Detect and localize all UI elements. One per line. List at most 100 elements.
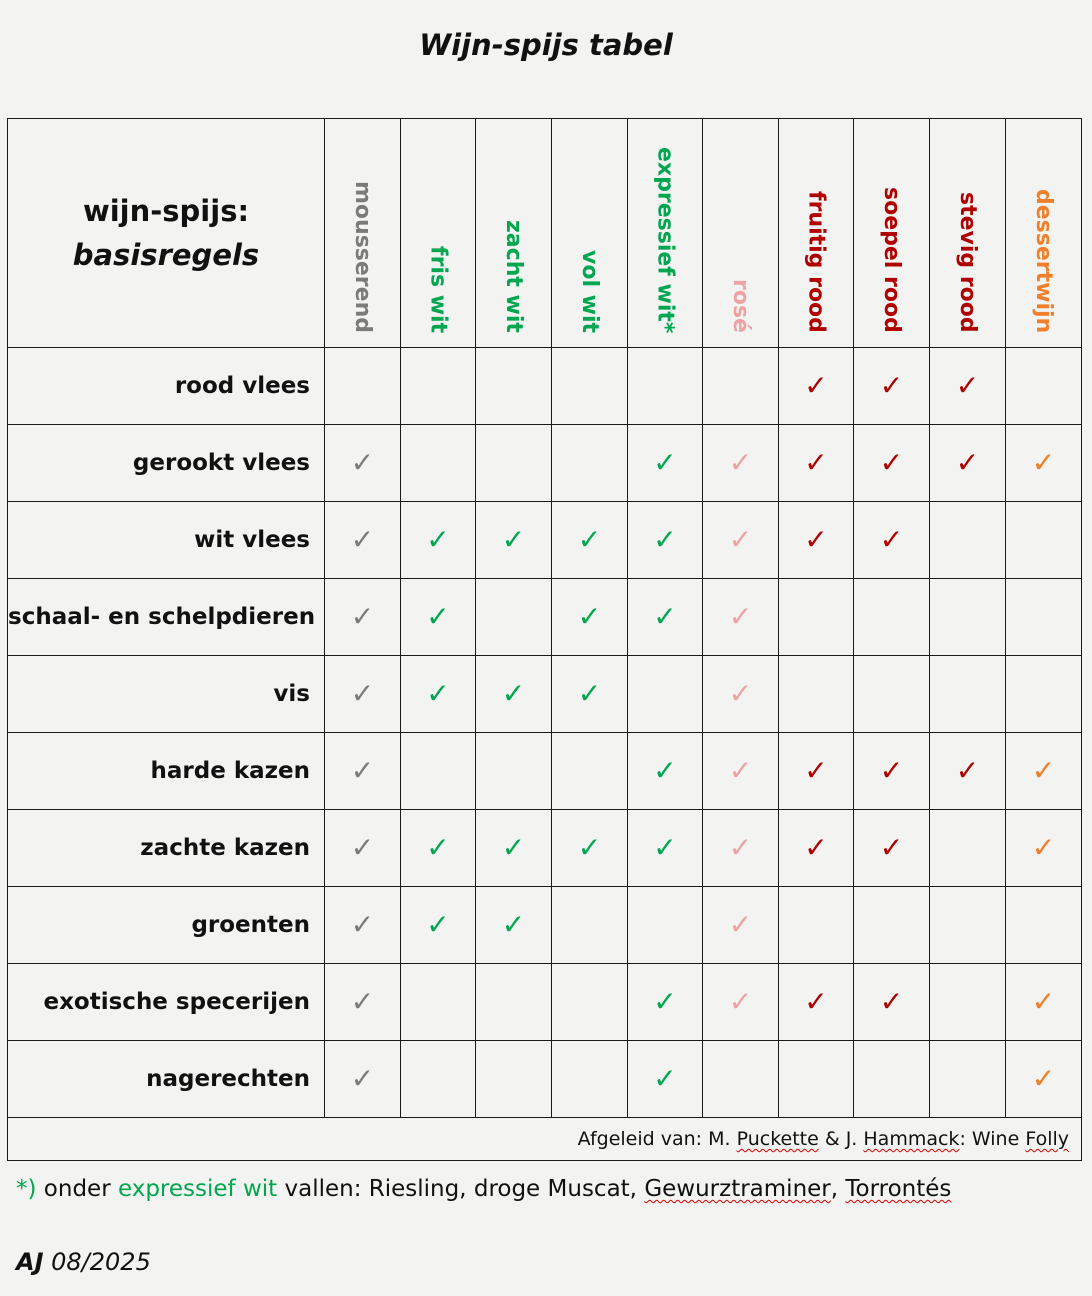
table-cell: ✓ [627, 1040, 703, 1118]
checkmark-icon: ✓ [653, 446, 677, 479]
table-cell: ✓ [853, 809, 930, 887]
table-cell: ✓ [702, 424, 779, 502]
table-cell: ✓ [324, 424, 401, 502]
table-cell [400, 347, 476, 425]
table-cell: ✓ [1005, 732, 1082, 810]
checkmark-icon: ✓ [955, 754, 980, 787]
table-cell: ✓ [324, 1040, 401, 1118]
checkmark-icon: ✓ [350, 600, 375, 633]
checkmark-icon: ✓ [879, 369, 904, 402]
table-cell: ✓ [702, 809, 779, 887]
checkmark-icon: ✓ [577, 523, 602, 556]
table-cell [551, 347, 628, 425]
row-label: harde kazen [7, 732, 325, 810]
table-cell: ✓ [324, 809, 401, 887]
row-label: wit vlees [7, 501, 325, 579]
table-cell: ✓ [929, 347, 1006, 425]
table-row: zachte kazen ✓ ✓ ✓ ✓ ✓ ✓ ✓ ✓ ✓ [7, 809, 1082, 887]
table-cell [475, 732, 552, 810]
checkmark-icon: ✓ [1031, 446, 1056, 479]
checkmark-icon: ✓ [350, 1062, 375, 1095]
table-cell [778, 1040, 854, 1118]
table-row: nagerechten ✓ ✓ ✓ [7, 1040, 1082, 1118]
table-cell: ✓ [853, 501, 930, 579]
wine-food-table: wijn-spijs: basisregels mousserend fris w… [7, 118, 1082, 1161]
checkmark-icon: ✓ [955, 446, 980, 479]
table-cell [1005, 501, 1082, 579]
row-label: zachte kazen [7, 809, 325, 887]
column-header-label: mousserend [350, 181, 375, 333]
table-cell [929, 655, 1006, 733]
source-author1: Puckette [736, 1128, 819, 1150]
corner-subtitle: basisregels [72, 238, 260, 272]
table-cell: ✓ [400, 886, 476, 964]
table-cell: ✓ [853, 347, 930, 425]
footnote-grape1: Gewurztraminer [644, 1176, 831, 1202]
checkmark-icon: ✓ [653, 600, 677, 633]
checkmark-icon: ✓ [350, 831, 375, 864]
table-cell: ✓ [1005, 963, 1082, 1041]
checkmark-icon: ✓ [426, 677, 450, 710]
column-header: expressief wit* [627, 118, 703, 348]
footnote-grape2: Torrontés [845, 1176, 952, 1202]
table-row: gerookt vlees ✓ ✓ ✓ ✓ ✓ ✓ ✓ [7, 424, 1082, 502]
checkmark-icon: ✓ [577, 677, 602, 710]
table-cell [400, 732, 476, 810]
corner-title: wijn-spijs: [82, 194, 250, 228]
table-cell [702, 1040, 779, 1118]
checkmark-icon: ✓ [804, 446, 828, 479]
table-cell [929, 501, 1006, 579]
checkmark-icon: ✓ [577, 831, 602, 864]
source-row: Afgeleid van: M. Puckette & J. Hammack: … [7, 1117, 1082, 1161]
table-cell [475, 1040, 552, 1118]
table-cell [324, 347, 401, 425]
row-label: gerookt vlees [7, 424, 325, 502]
table-cell [778, 655, 854, 733]
table-cell [475, 578, 552, 656]
table-cell [551, 424, 628, 502]
table-cell: ✓ [778, 732, 854, 810]
column-header-label: zacht wit [501, 220, 526, 333]
checkmark-icon: ✓ [426, 523, 450, 556]
table-cell [627, 655, 703, 733]
checkmark-icon: ✓ [350, 677, 375, 710]
table-cell [1005, 578, 1082, 656]
checkmark-icon: ✓ [804, 523, 828, 556]
checkmark-icon: ✓ [426, 831, 450, 864]
checkmark-icon: ✓ [653, 1062, 677, 1095]
table-cell [702, 347, 779, 425]
column-header-label: stevig rood [955, 192, 980, 333]
checkmark-icon: ✓ [728, 831, 753, 864]
table-cell: ✓ [627, 732, 703, 810]
table-cell: ✓ [324, 655, 401, 733]
table-cell: ✓ [475, 886, 552, 964]
checkmark-icon: ✓ [426, 908, 450, 941]
checkmark-icon: ✓ [728, 446, 753, 479]
table-cell [627, 886, 703, 964]
checkmark-icon: ✓ [426, 600, 450, 633]
page-title: Wijn-spijs tabel [419, 28, 673, 62]
table-cell [551, 963, 628, 1041]
table-cell: ✓ [475, 809, 552, 887]
table-cell: ✓ [627, 963, 703, 1041]
table-cell: ✓ [400, 578, 476, 656]
checkmark-icon: ✓ [728, 754, 753, 787]
source-author2: Hammack [863, 1128, 960, 1150]
column-header: mousserend [324, 118, 401, 348]
footnote-sep: , [830, 1176, 846, 1202]
table-cell: ✓ [400, 809, 476, 887]
table-cell: ✓ [778, 809, 854, 887]
footnote-marker: *) [16, 1176, 37, 1202]
table-body: rood vlees ✓ ✓ ✓ gerookt vlees ✓ ✓ ✓ ✓ ✓ ✓ ✓ wit vle… [7, 347, 1082, 1118]
table-row: harde kazen ✓ ✓ ✓ ✓ ✓ ✓ ✓ [7, 732, 1082, 810]
table-cell: ✓ [702, 886, 779, 964]
column-header-label: vol wit [577, 249, 602, 333]
column-header: soepel rood [853, 118, 930, 348]
table-cell: ✓ [324, 732, 401, 810]
column-header: fris wit [400, 118, 476, 348]
checkmark-icon: ✓ [501, 523, 526, 556]
header-row: wijn-spijs: basisregels mousserend fris w… [7, 118, 1082, 348]
checkmark-icon: ✓ [728, 908, 753, 941]
table-cell: ✓ [1005, 809, 1082, 887]
table-cell: ✓ [778, 501, 854, 579]
